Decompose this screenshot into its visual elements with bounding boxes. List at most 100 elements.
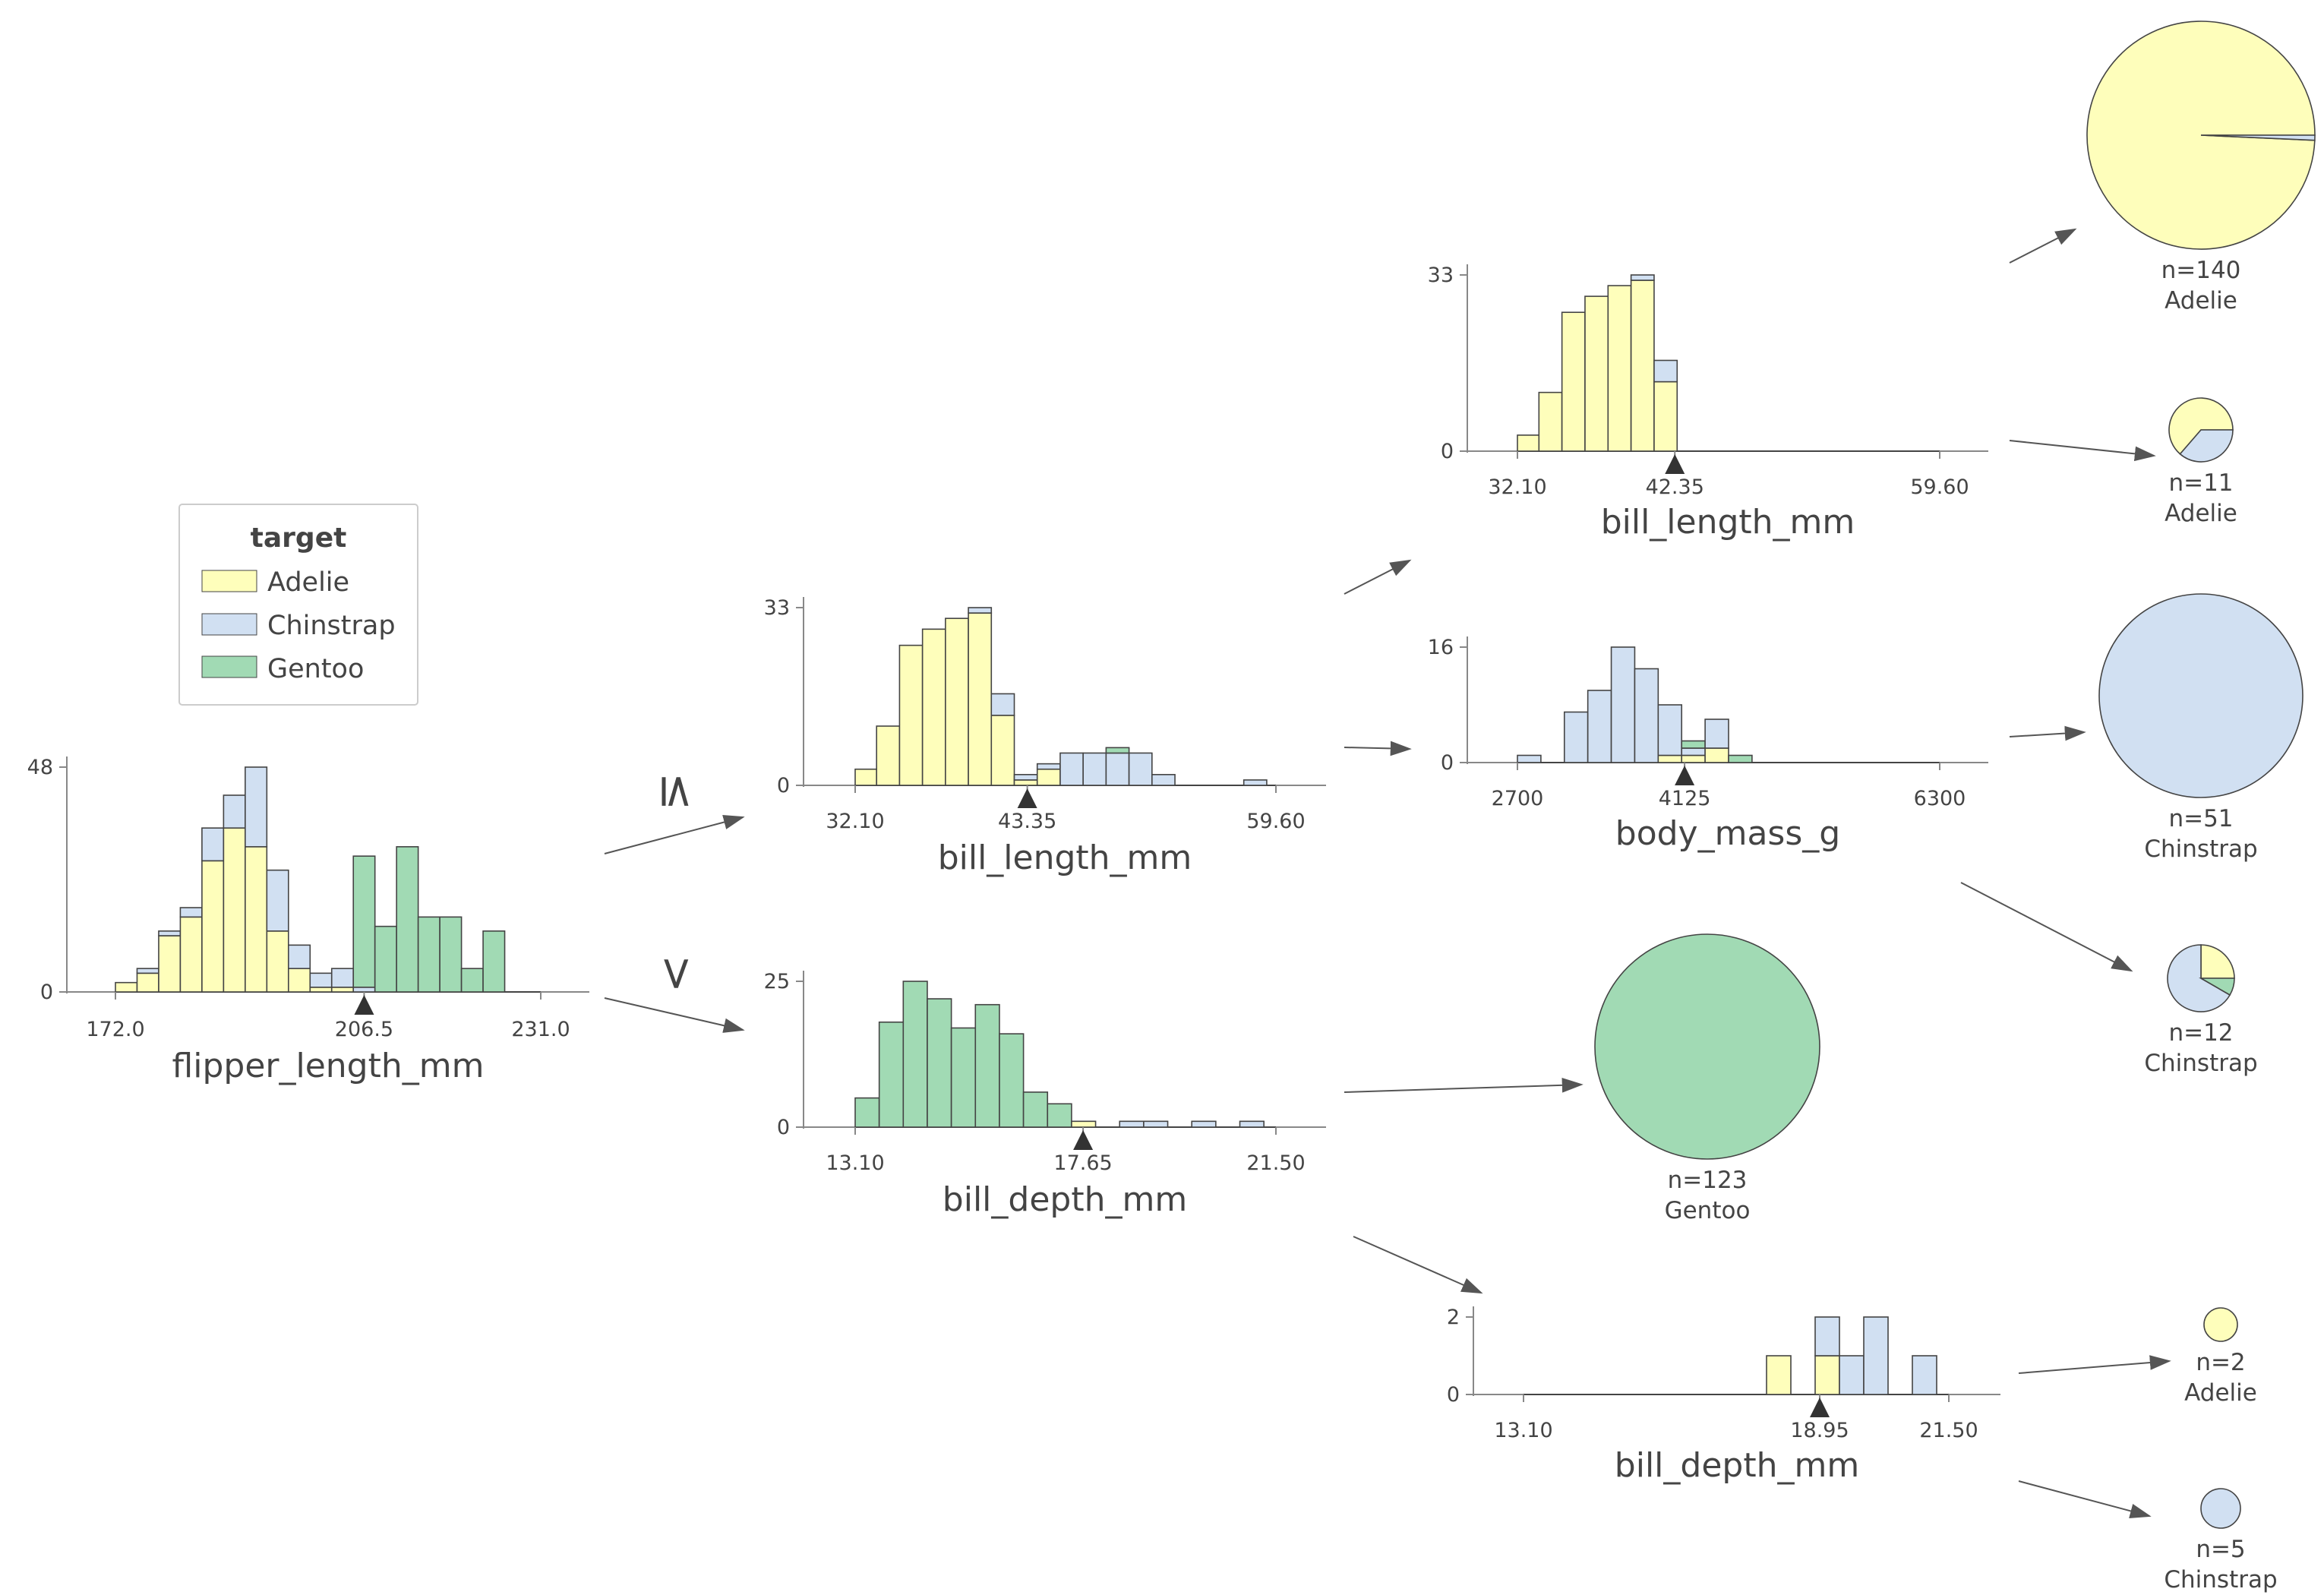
x-tick-label: 231.0 (511, 1018, 570, 1041)
bar-gentoo-bin-11 (352, 855, 376, 988)
bar-chinstrap-bin-2 (1563, 711, 1589, 763)
bar-chinstrap-bin-3 (1839, 1355, 1865, 1395)
legend-item-gentoo: Gentoo (201, 654, 364, 684)
bar-adelie-bin-7 (1013, 779, 1038, 786)
node-right-right-bill-depth: 0 2 13.10 18.95 21.50 bill_depth_mm (1447, 1306, 2000, 1485)
split-marker-icon (354, 995, 374, 1015)
x-tick-label: 42.35 (1646, 475, 1704, 499)
pie-slice-chinstrap (2098, 593, 2303, 798)
bar-adelie-bin-9 (1071, 1120, 1097, 1128)
edge-label-gt: > (650, 955, 703, 993)
edge-root-to-left (604, 814, 745, 854)
leaf-count-label: n=12 (2168, 1019, 2233, 1047)
bar-chinstrap-bin-12 (1128, 752, 1153, 786)
bar-adelie-bin-8 (1704, 747, 1729, 763)
bar-gentoo-bin-9 (1728, 754, 1753, 763)
x-tick-label: 6300 (1914, 787, 1966, 810)
bar-chinstrap-bin-9 (309, 972, 333, 988)
node-left-right-body-mass: 0 16 2700 4125 6300 body_mass_g (1428, 636, 1988, 853)
pie-slice-chinstrap (2179, 429, 2234, 463)
bar-chinstrap-bin-7 (1681, 747, 1706, 756)
legend-item-chinstrap: Chinstrap (201, 611, 396, 641)
bar-gentoo-bin-8 (1047, 1103, 1072, 1128)
bar-gentoo-bin-16 (460, 968, 484, 993)
edge-left-to-ll (1344, 559, 1412, 595)
y-tick-label: 25 (764, 970, 790, 993)
y-tick-label: 33 (1428, 264, 1454, 287)
x-tick-label: 206.5 (335, 1018, 393, 1041)
bar-chinstrap-bin-1 (136, 968, 159, 974)
bar-adelie-bin-4 (1607, 285, 1632, 452)
bar-adelie-bin-6 (990, 715, 1015, 786)
leaf-count-label: n=51 (2168, 805, 2233, 832)
bar-adelie-bin-5 (223, 827, 246, 993)
pie-slice-gentoo (2199, 978, 2235, 996)
bar-chinstrap-bin-14 (1191, 1120, 1217, 1128)
bar-adelie-bin-3 (1584, 295, 1609, 452)
y-tick-label: 0 (1447, 1383, 1460, 1407)
pie-slice-adelie (2168, 397, 2234, 455)
feature-label: bill_depth_mm (943, 1180, 1187, 1219)
y-tick-label: 33 (764, 596, 790, 620)
leaf-count-label: n=140 (2161, 257, 2241, 284)
x-tick-label: 59.60 (1246, 810, 1305, 833)
bar-adelie-bin-2 (1814, 1355, 1840, 1395)
edge-rr-to-leaf-2 (2018, 1355, 2171, 1374)
x-tick-label: 21.50 (1919, 1419, 1978, 1442)
bar-gentoo-bin-15 (439, 916, 463, 993)
bar-chinstrap-bin-10 (1082, 752, 1107, 786)
leaf-gentoo-123: n=123 Gentoo (1594, 933, 1820, 1224)
bar-gentoo-bin-13 (396, 846, 419, 993)
split-marker-icon (1665, 454, 1685, 474)
bar-chinstrap-bin-2 (158, 930, 182, 936)
bar-chinstrap-bin-9 (1059, 752, 1084, 786)
y-tick-label: 48 (27, 756, 53, 779)
feature-label: bill_length_mm (1601, 503, 1855, 542)
leaf-count-label: n=123 (1668, 1167, 1748, 1194)
y-tick-label: 0 (1441, 440, 1454, 463)
legend: target Adelie Chinstrap Gentoo (178, 504, 418, 706)
leaf-class-label: Adelie (2165, 287, 2237, 314)
split-marker-icon (1073, 1130, 1094, 1150)
bar-adelie-bin-6 (1653, 381, 1678, 452)
leaf-class-label: Chinstrap (2164, 1566, 2277, 1593)
pie-slice-adelie (2200, 944, 2235, 979)
bar-adelie-bin-3 (921, 628, 946, 786)
bar-gentoo-bin-7 (1681, 740, 1706, 749)
bar-chinstrap-bin-2 (1814, 1316, 1840, 1357)
bar-adelie-bin-0 (115, 981, 138, 993)
x-tick-label: 13.10 (826, 1151, 884, 1175)
bar-adelie-bin-0 (854, 768, 878, 786)
leaf-adelie-2: n=2 Adelie (2184, 1307, 2257, 1407)
bar-gentoo-bin-14 (417, 916, 440, 993)
legend-swatch-chinstrap (201, 613, 257, 636)
tree-edges (604, 228, 2171, 1518)
bar-gentoo-bin-1 (878, 1021, 905, 1128)
bar-gentoo-bin-4 (950, 1027, 977, 1128)
edge-lr-to-leaf-12 (1960, 882, 2133, 972)
x-tick-label: 13.10 (1494, 1419, 1552, 1442)
leaf-adelie-140: n=140 Adelie (2086, 21, 2316, 314)
bar-adelie-bin-9 (309, 987, 333, 993)
bar-chinstrap-bin-5 (968, 607, 993, 614)
node-left-bill-length: 0 33 32.10 43.35 59.60 bill_length_mm (764, 596, 1326, 877)
bar-chinstrap-bin-5 (223, 794, 246, 829)
edge-root-to-right (604, 997, 745, 1033)
bar-adelie-bin-3 (179, 916, 203, 993)
bar-chinstrap-bin-7 (1013, 774, 1038, 781)
bar-chinstrap-bin-4 (1610, 646, 1636, 763)
leaf-chinstrap-51: n=51 Chinstrap (2098, 593, 2303, 863)
bar-adelie-bin-1 (1538, 391, 1563, 452)
bar-adelie-bin-5 (1630, 280, 1655, 452)
bar-adelie-bin-2 (898, 644, 924, 786)
bar-adelie-bin-4 (945, 617, 969, 786)
bar-chinstrap-bin-11 (1119, 1120, 1145, 1128)
bar-chinstrap-bin-10 (330, 968, 355, 988)
bar-adelie-bin-5 (968, 612, 993, 786)
leaf-class-label: Adelie (2184, 1379, 2257, 1407)
bar-chinstrap-bin-6 (245, 766, 268, 848)
bar-adelie-bin-0 (1766, 1355, 1792, 1395)
node-right-bill-depth: 0 25 13.10 17.65 21.50 bill_depth_mm (764, 970, 1326, 1219)
y-tick-label: 0 (40, 981, 53, 1004)
x-tick-label: 32.10 (826, 810, 884, 833)
